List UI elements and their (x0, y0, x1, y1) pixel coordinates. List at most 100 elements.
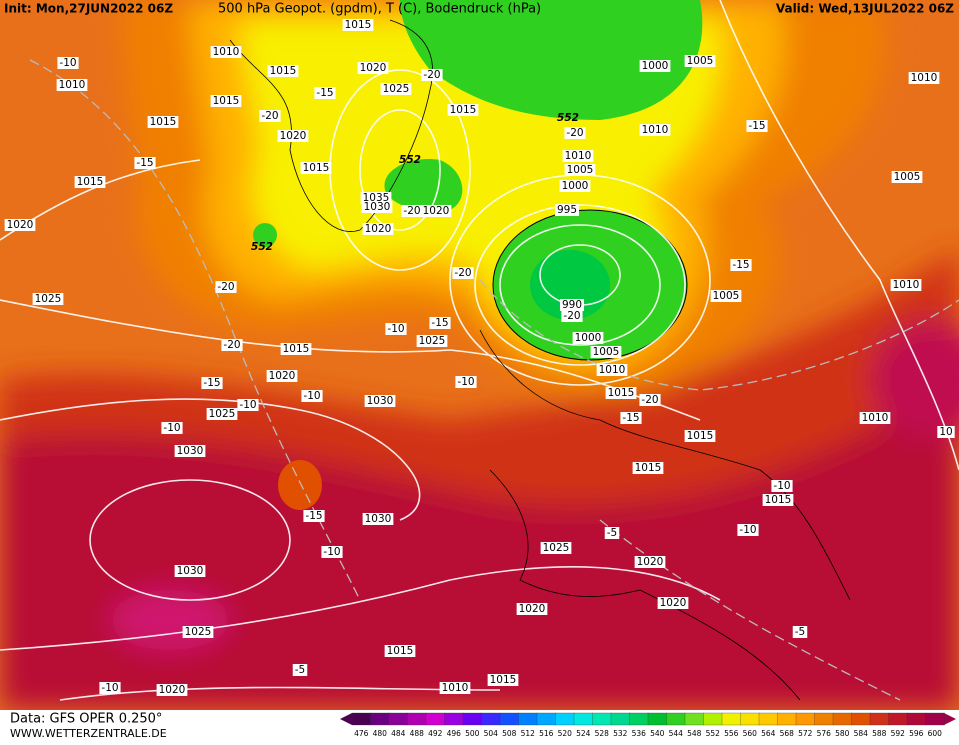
contour-label: 1000 (575, 332, 602, 344)
contour-label: 1010 (911, 72, 938, 84)
label-box (57, 57, 79, 69)
map-label: 1025 (540, 542, 572, 554)
contour-label: -20 (566, 127, 583, 139)
contour-label: 1010 (59, 79, 86, 91)
contour-label: 1015 (77, 176, 104, 188)
contour-label: 1010 (599, 364, 626, 376)
label-box (161, 422, 183, 434)
map-label: -10 (161, 422, 183, 434)
map-label: 1015 (487, 674, 519, 686)
map-label: 1020 (657, 597, 689, 609)
contour-label: -15 (748, 120, 765, 132)
scale-label: 552 (706, 729, 721, 738)
scale-label: 480 (373, 729, 388, 738)
contour-label: 1015 (213, 95, 240, 107)
label-box (762, 494, 794, 506)
scale-label: 584 (854, 729, 869, 738)
contour-label: -15 (732, 259, 749, 271)
map-label: 1015 (684, 430, 716, 442)
map-label: -20 (421, 69, 443, 81)
label-box (401, 205, 423, 217)
map-label: 1015 (210, 95, 242, 107)
contour-label: -10 (101, 682, 118, 694)
label-box (632, 462, 664, 474)
label-box (859, 412, 891, 424)
label-box (210, 46, 242, 58)
scale-swatch (481, 712, 501, 726)
map-label: 1015 (447, 104, 479, 116)
map-label: 1030 (174, 445, 206, 457)
map-label: 1020 (516, 603, 548, 615)
label-box (321, 546, 343, 558)
scale-label: 532 (613, 729, 628, 738)
contour-label: 1025 (35, 293, 62, 305)
contour-label: 995 (557, 204, 577, 216)
scale-label: 520 (558, 729, 573, 738)
label-box (280, 343, 312, 355)
contour-label: 1015 (303, 162, 330, 174)
map-label: -20 (564, 127, 586, 139)
scale-swatch (370, 712, 390, 726)
map-label: 1010 (890, 279, 922, 291)
label-box (891, 171, 923, 183)
map-label: 1020 (156, 684, 188, 696)
scale-swatch (832, 712, 853, 726)
map-label: 1010 (639, 124, 671, 136)
contour-label: -5 (795, 626, 805, 638)
label-box (416, 335, 448, 347)
label-box (562, 150, 594, 162)
contour-label: 1030 (364, 201, 391, 213)
label-box (792, 626, 808, 638)
label-box (174, 565, 206, 577)
scale-label: 548 (687, 729, 702, 738)
scale-swatch (444, 712, 464, 726)
scale-label: 500 (465, 729, 480, 738)
contour-label: 1020 (7, 219, 34, 231)
contour-label: 1020 (637, 556, 664, 568)
scale-swatch (629, 712, 649, 726)
label-box (147, 116, 179, 128)
scale-label: 492 (428, 729, 443, 738)
label-box (447, 104, 479, 116)
map-label: -15 (746, 120, 768, 132)
label-box (540, 542, 572, 554)
map-label: 1010 (596, 364, 628, 376)
contour-label: 1020 (269, 370, 296, 382)
scale-swatch (647, 712, 668, 726)
scale-swatch (869, 712, 890, 726)
label-box (364, 395, 396, 407)
scale-label: 576 (817, 729, 832, 738)
label-box (206, 408, 238, 420)
map-label: 1015 (632, 462, 664, 474)
map-labels: 1015 1010 -10 1010 1015 1020 -20 1000 1005 1010 10… (4, 19, 955, 696)
map-label: -20 (401, 205, 423, 217)
scale-swatch (851, 712, 871, 726)
scale-swatch (425, 712, 446, 726)
contour-label: 1015 (283, 343, 310, 355)
scale-swatch (758, 712, 779, 726)
scale-arrow-left (340, 713, 352, 725)
map-label: -10 (771, 480, 793, 492)
scale-label: 516 (539, 729, 554, 738)
contour-label: 1005 (567, 164, 594, 176)
label-box (384, 645, 416, 657)
label-box (746, 120, 768, 132)
contour-label: -10 (59, 57, 76, 69)
scale-swatch (610, 712, 631, 726)
contour-label: 1000 (562, 180, 589, 192)
label-box (421, 69, 443, 81)
color-scale: 476 480 484 488 492 496 500 504 508 512 516 520 524 5… (340, 712, 956, 738)
scale-label: 484 (391, 729, 406, 738)
site: WWW.WETTERZENTRALE.DE (10, 727, 167, 740)
scale-label: 496 (447, 729, 462, 738)
contour-label: -10 (739, 524, 756, 536)
map-label: -10 (737, 524, 759, 536)
contour-label: 1015 (270, 65, 297, 77)
contour-label: 1020 (660, 597, 687, 609)
contour-label: -15 (431, 317, 448, 329)
map-label: 1015 (300, 162, 332, 174)
contour-label: -20 (423, 69, 440, 81)
label-box (292, 664, 308, 676)
height-label: 552 (399, 154, 421, 166)
valid-time: Valid: Wed,13JUL2022 06Z (776, 2, 954, 16)
